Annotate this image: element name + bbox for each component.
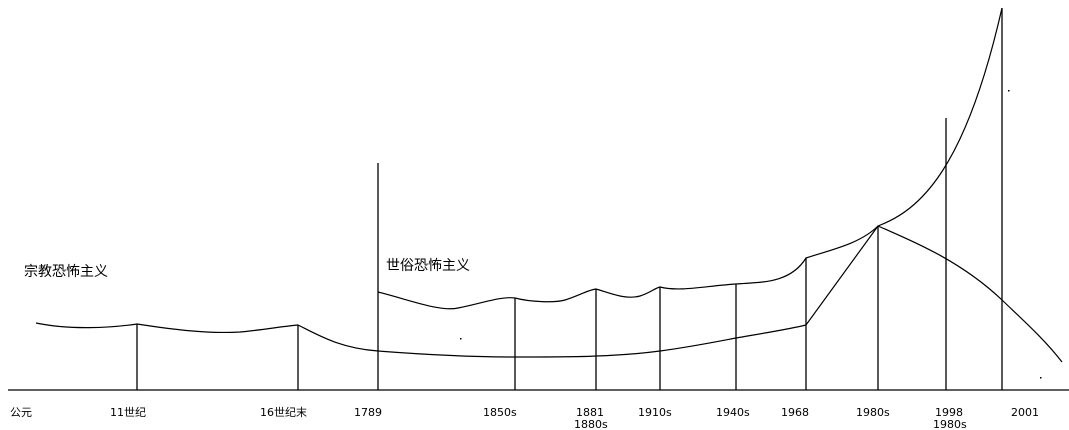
secular-terrorism-label: 世俗恐怖主义 — [386, 257, 470, 274]
stray-marks — [460, 90, 1042, 379]
era-markers — [136, 8, 1003, 390]
tick-sublabel: 1880s — [574, 418, 608, 430]
tick-label: 11世纪 — [110, 406, 146, 419]
tick-label: 16世纪末 — [260, 405, 307, 419]
tick-label: 1968 — [781, 406, 809, 419]
tick-label: 2001 — [1011, 406, 1039, 419]
religious-terrorism-curve — [35, 7, 1003, 358]
tick-label: 1980s — [856, 406, 890, 419]
tick-label: 1910s — [638, 406, 672, 419]
tick-label: 1850s — [483, 406, 517, 419]
tick-label: 1881 — [576, 406, 604, 419]
tick-label: 公元 — [10, 406, 32, 419]
tick-label: 1998 — [935, 406, 963, 419]
tick-sublabel: 1980s — [933, 418, 967, 430]
secular-terrorism-curve — [377, 225, 1063, 363]
axis-tick-labels: 公元 11世纪 16世纪末 1789 1850s 1881 1910s 1940… — [10, 405, 1039, 430]
religious-terrorism-label: 宗教恐怖主义 — [24, 263, 108, 280]
tick-label: 1789 — [354, 406, 382, 419]
tick-label: 1940s — [716, 406, 750, 419]
